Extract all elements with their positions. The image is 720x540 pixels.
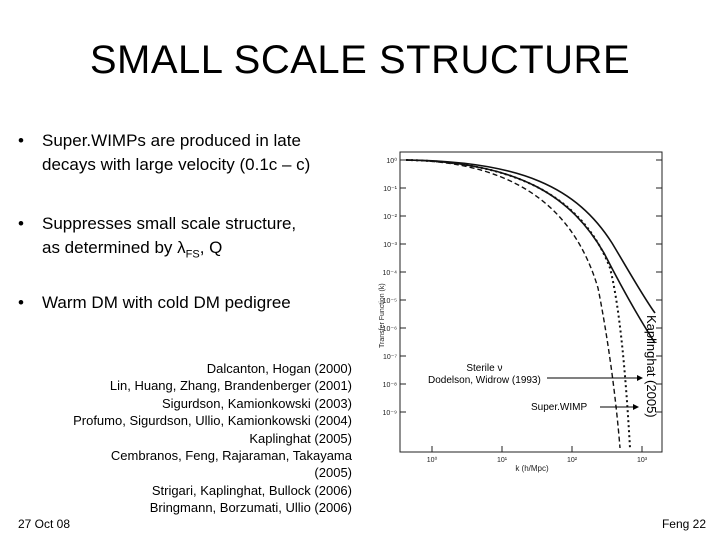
bullet-text-line: Super.WIMPs are produced in late <box>42 131 301 150</box>
arrow-head <box>633 404 639 410</box>
side-citation-label: Kaplinghat (2005) <box>644 315 659 418</box>
arrow-head <box>637 375 643 381</box>
footer-date: 27 Oct 08 <box>18 517 71 531</box>
y-tick-marks <box>400 159 662 413</box>
bullet-text-line: Warm DM with cold DM pedigree <box>42 293 291 312</box>
text-fragment: , Q <box>199 238 223 257</box>
slide-title: SMALL SCALE STRUCTURE <box>89 38 631 82</box>
annotation-line: Dodelson, Widrow (1993) <box>428 375 541 386</box>
reference-item: Strigari, Kaplinghat, Bullock (2006) <box>151 482 352 498</box>
subscript-fs: FS <box>185 248 200 261</box>
reference-list: Dalcanton, Hogan (2000) Lin, Huang, Zhan… <box>40 360 352 517</box>
annotation-sterile-neutrino: Sterile ν Dodelson, Widrow (1993) <box>428 363 541 387</box>
y-tick-label: 10⁻¹ <box>383 186 397 193</box>
y-tick-label: 10⁻³ <box>383 242 397 249</box>
y-tick-label: 10⁻⁷ <box>383 354 397 361</box>
reference-item: Cembranos, Feng, Rajaraman, Takayama <box>110 448 352 464</box>
reference-item: Bringmann, Borzumati, Ullio (2006) <box>149 500 352 516</box>
y-tick-label: 10⁻⁶ <box>383 326 397 333</box>
plot-figure: 10⁰ 10⁻¹ 10⁻² 10⁻³ 10⁻⁴ 10⁻⁵ 10⁻⁶ 10⁻⁷ 1… <box>379 151 663 473</box>
reference-item: Profumo, Sigurdson, Ullio, Kamionkowski … <box>73 413 352 429</box>
x-tick-label: 10² <box>567 457 578 464</box>
lambda-symbol: λ <box>177 238 186 257</box>
x-tick-label: 10¹ <box>497 457 508 464</box>
reference-item: (2005) <box>314 465 352 481</box>
plot-frame <box>399 151 663 453</box>
curve-solid-upper <box>405 159 656 314</box>
y-tick-label: 10⁻⁸ <box>383 382 397 389</box>
bullet-marker: • <box>18 293 24 312</box>
reference-item: Sigurdson, Kamionkowski (2003) <box>161 395 352 411</box>
annotation-line: Sterile ν <box>466 363 503 374</box>
bullet-text-line: Suppresses small scale structure, <box>42 214 297 233</box>
annotation-superwimp: Super.WIMP <box>531 402 588 413</box>
y-tick-label: 10⁻⁹ <box>383 410 397 417</box>
footer-page-number: Feng 22 <box>661 517 706 531</box>
curve-dotted-sterile <box>405 159 631 449</box>
x-axis-label: k (h/Mpc) <box>515 464 549 473</box>
reference-item: Dalcanton, Hogan (2000) <box>206 361 352 376</box>
x-tick-label: 10³ <box>637 457 648 464</box>
bullet-marker: • <box>18 214 24 233</box>
transfer-function-plot: 10⁰ 10⁻¹ 10⁻² 10⁻³ 10⁻⁴ 10⁻⁵ 10⁻⁶ 10⁻⁷ 1… <box>372 148 672 483</box>
curve-dashed-superwimp <box>405 159 621 449</box>
y-tick-label: 10⁰ <box>386 157 397 165</box>
reference-item: Kaplinghat (2005) <box>249 430 352 446</box>
y-tick-label: 10⁻⁴ <box>383 270 398 277</box>
y-tick-label: 10⁻⁵ <box>383 298 397 305</box>
text-fragment: as determined by <box>42 238 178 257</box>
reference-item: Lin, Huang, Zhang, Brandenberger (2001) <box>109 378 352 394</box>
bullet-text-line: decays with large velocity (0.1c – c) <box>42 155 311 174</box>
x-tick-label: 10⁰ <box>427 456 438 464</box>
x-tick-marks <box>431 446 643 452</box>
y-tick-label: 10⁻² <box>383 214 397 221</box>
curve-solid-lower <box>405 159 656 344</box>
bullet-marker: • <box>18 131 24 150</box>
y-axis-label: Transfer Function (k) <box>379 283 386 348</box>
bullet-text-line: as determined by λFS, Q <box>42 237 222 265</box>
